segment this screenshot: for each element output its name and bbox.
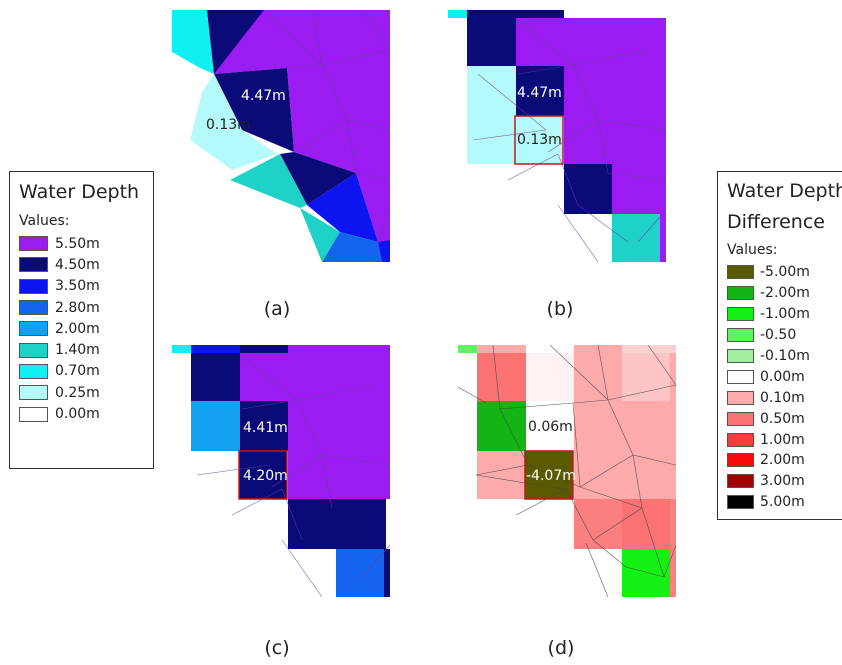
legend-item: -5.00m [718,262,842,283]
legend-swatch [727,307,754,322]
label-upper: 0.06m [528,419,573,435]
legend-item: 0.70m [10,361,153,382]
legend-item: 5.00m [718,492,842,513]
legend-item: 0.10m [718,387,842,408]
panel-b-mesh: 4.47m 0.13m [448,10,666,262]
legend-label: -0.10m [760,348,810,364]
legend-swatch [19,363,48,379]
legend-label: 0.10m [760,389,805,406]
legend-swatch [727,474,754,489]
legend-label: 5.00m [760,494,805,511]
legend-item: 0.00m [718,366,842,387]
legend-swatch [727,369,754,384]
label-upper: 4.41m [243,420,288,436]
panel-c-mesh: 4.41m 4.20m [172,345,390,597]
panel-d-mesh: 0.06m -4.07m [458,345,676,597]
legend-label: 0.70m [55,363,100,380]
legend-swatch [727,495,754,510]
legend-swatch [19,278,48,294]
legend-title-line1: Water Depth [727,180,842,202]
legend-item: -0.50 [718,325,842,346]
label-upper: 4.47m [241,88,286,104]
label-lower: 0.13m [517,132,562,148]
legend-swatch [19,342,48,358]
legend-label: 0.00m [55,406,100,423]
caption-c: (c) [264,637,290,659]
legend-swatch [727,453,754,468]
label-lower: 4.20m [243,468,288,484]
label-upper: 4.47m [517,85,562,101]
legend-item: 2.80m [10,297,153,318]
caption-d: (d) [547,637,575,659]
legend-item: 1.40m [10,339,153,360]
legend-swatch [727,286,754,301]
legend-swatch [727,349,754,363]
legend-items: -5.00m -2.00m -1.00m -0.50 -0.10m 0.00m 0.10m 0… [718,262,842,513]
legend-label: 3.00m [760,473,805,490]
caption-b: (b) [546,298,574,320]
legend-swatch [19,236,48,252]
legend-label: 2.00m [760,452,805,469]
legend-item: 2.00m [10,318,153,339]
legend-label: 2.80m [55,299,100,316]
label-lower: 0.13m [206,117,251,133]
legend-swatch [727,265,754,280]
legend-label: 5.50m [55,235,100,252]
legend-label: -0.50 [760,327,797,344]
legend-values-label: Values: [19,213,70,229]
legend-swatch [727,432,754,447]
legend-swatch [19,257,48,273]
legend-title: Water Depth [19,181,140,203]
legend-label: -5.00m [760,264,810,281]
label-lower: -4.07m [526,468,576,484]
legend-item: -2.00m [718,283,842,304]
legend-values-label: Values: [727,242,778,258]
legend-items: 5.50m 4.50m 3.50m 2.80m 2.00m 1.40m 0.70m 0.25m… [10,233,153,425]
legend-label: 4.50m [55,256,100,273]
legend-item: 0.00m [10,403,153,424]
legend-swatch [727,390,754,405]
legend-swatch [19,406,48,422]
legend-item: 3.00m [718,471,842,492]
legend-label: 0.25m [55,384,100,401]
panel-a-map: 4.47m 0.13m [172,10,390,262]
legend-label: 2.00m [55,320,100,337]
legend-item: 0.25m [10,382,153,403]
water-depth-legend: Water Depth Values: 5.50m 4.50m 3.50m 2.80m… [9,171,154,469]
legend-swatch [727,411,754,426]
caption-a: (a) [263,298,291,320]
panel-c-map: 4.41m 4.20m [172,345,390,597]
legend-item: 5.50m [10,233,153,254]
panel-a-mesh: 4.47m 0.13m [172,10,390,262]
legend-item: 1.00m [718,429,842,450]
legend-swatch [19,321,48,337]
legend-label: -1.00m [760,306,810,323]
legend-item: -1.00m [718,304,842,325]
legend-item: 0.50m [718,408,842,429]
legend-item: 4.50m [10,254,153,275]
water-depth-difference-legend: Water Depth Difference Values: -5.00m -2.… [717,171,842,520]
legend-item: 3.50m [10,276,153,297]
legend-swatch [19,385,48,401]
legend-item: -0.10m [718,346,842,367]
legend-swatch [727,328,754,343]
legend-label: 0.00m [760,368,805,385]
legend-label: 3.50m [55,278,100,295]
legend-item: 2.00m [718,450,842,471]
legend-label: 1.40m [55,342,100,359]
panel-b-map: 4.47m 0.13m [448,10,666,262]
legend-label: 1.00m [760,431,805,448]
legend-title-line2: Difference [727,211,825,233]
legend-label: -2.00m [760,285,810,302]
legend-label: 0.50m [760,410,805,427]
legend-swatch [19,300,48,316]
panel-d-map: 0.06m -4.07m [458,345,676,597]
